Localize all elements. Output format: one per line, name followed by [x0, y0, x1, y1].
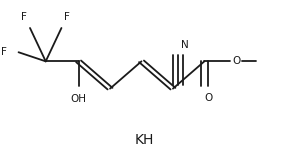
Text: OH: OH	[71, 94, 87, 104]
Text: F: F	[1, 47, 7, 57]
Text: O: O	[232, 56, 240, 66]
Text: O: O	[204, 93, 213, 103]
Text: F: F	[64, 12, 70, 22]
Text: N: N	[181, 40, 189, 50]
Text: F: F	[21, 12, 27, 22]
Text: KH: KH	[135, 133, 154, 147]
